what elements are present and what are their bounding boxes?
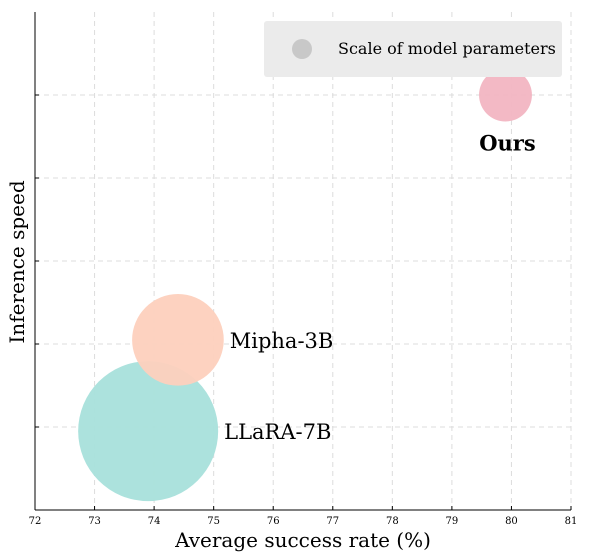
bubble-llara-7b xyxy=(78,361,219,502)
label-mipha-3b: Mipha-3B xyxy=(230,329,334,353)
x-tick-label: 74 xyxy=(148,516,161,527)
x-tick-label: 73 xyxy=(88,516,101,527)
x-tick-label: 72 xyxy=(29,516,42,527)
x-axis-title: Average success rate (%) xyxy=(174,528,431,552)
x-tick-label: 76 xyxy=(267,516,280,527)
bubble-ours xyxy=(479,68,532,122)
y-axis-title: Inference speed xyxy=(5,180,29,343)
x-tick-label: 80 xyxy=(505,516,518,527)
bubbles xyxy=(78,68,532,502)
legend-marker xyxy=(292,39,312,59)
axes xyxy=(34,12,571,511)
legend-label: Scale of model parameters xyxy=(338,39,556,58)
x-ticks: 72 73 74 75 76 77 78 79 80 81 xyxy=(29,506,578,527)
point-labels: LLaRA-7B Mipha-3B Ours xyxy=(224,130,536,444)
x-tick-label: 79 xyxy=(446,516,459,527)
x-tick-label: 77 xyxy=(326,516,339,527)
label-ours: Ours xyxy=(479,130,535,155)
x-tick-label: 81 xyxy=(565,516,578,527)
legend: Scale of model parameters xyxy=(264,21,562,77)
x-tick-label: 75 xyxy=(207,516,220,527)
bubble-mipha-3b xyxy=(132,294,224,386)
x-tick-label: 78 xyxy=(386,516,399,527)
label-llara-7b: LLaRA-7B xyxy=(224,420,331,444)
legend-box xyxy=(264,21,562,77)
